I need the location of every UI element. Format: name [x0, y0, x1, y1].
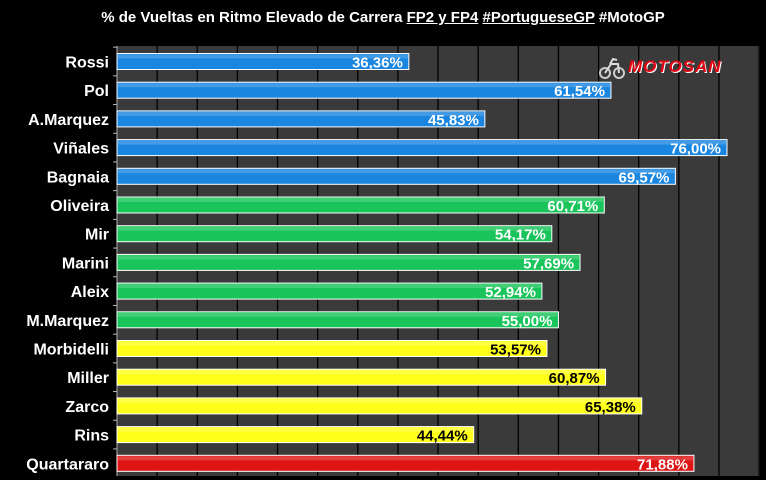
- bar-highlight: [118, 83, 610, 88]
- title-hashtag-series: #MotoGP: [598, 9, 665, 26]
- bar-highlight: [118, 54, 408, 59]
- bar: [116, 53, 410, 70]
- data-label: 60,71%: [547, 198, 598, 215]
- bar: [116, 81, 612, 99]
- bar-highlight: [118, 111, 484, 116]
- category-label: Viñales: [53, 141, 109, 158]
- logo-text: MOTOSAN: [628, 57, 722, 76]
- bar-highlight: [118, 312, 558, 317]
- category-label: Aleix: [71, 284, 109, 301]
- data-label: 54,17%: [495, 227, 546, 244]
- bar: [116, 340, 548, 357]
- data-label: 76,00%: [670, 141, 721, 158]
- data-label: 53,57%: [490, 342, 541, 359]
- data-label: 71,88%: [637, 456, 688, 473]
- data-label: 61,54%: [554, 83, 605, 100]
- bar: [116, 253, 581, 271]
- chart-title: % de Vueltas en Ritmo Elevado de Carrera…: [0, 9, 766, 26]
- data-label: 65,38%: [585, 399, 636, 416]
- data-label: 57,69%: [523, 255, 574, 272]
- category-label: Rossi: [65, 55, 109, 72]
- category-label: Bagnaia: [47, 169, 109, 186]
- bar: [116, 311, 559, 329]
- category-label: Rins: [74, 428, 109, 445]
- bar: [116, 196, 605, 214]
- category-label: Mir: [85, 227, 109, 244]
- bar-highlight: [118, 398, 641, 403]
- motosan-logo: MOTOSAN: [598, 54, 748, 80]
- bar: [116, 397, 643, 415]
- bar: [116, 426, 475, 444]
- bar-highlight: [118, 427, 473, 432]
- bar-highlight: [118, 255, 580, 260]
- bar-highlight: [118, 370, 605, 375]
- bar-highlight: [118, 198, 604, 202]
- category-label: A.Marquez: [28, 112, 109, 129]
- category-label: Marini: [62, 255, 109, 272]
- title-sessions: FP2 y FP4: [406, 9, 479, 26]
- category-label: Miller: [67, 370, 109, 387]
- category-label: Quartararo: [26, 456, 109, 473]
- bar-highlight: [118, 226, 551, 231]
- data-label: 55,00%: [502, 313, 553, 330]
- bar-highlight: [118, 140, 726, 145]
- motorbike-icon: [599, 57, 625, 79]
- data-label: 44,44%: [417, 428, 468, 445]
- bar-highlight: [118, 284, 541, 289]
- category-label: Zarco: [65, 399, 109, 416]
- data-label: 52,94%: [485, 284, 536, 301]
- bar: [116, 454, 695, 472]
- bar: [116, 282, 543, 300]
- bar-highlight: [118, 169, 675, 174]
- bar-highlight: [118, 456, 693, 461]
- data-label: 69,57%: [619, 169, 670, 186]
- bar-highlight: [118, 341, 546, 346]
- data-label: 36,36%: [352, 55, 403, 72]
- title-prefix: % de Vueltas en Ritmo Elevado de Carrera: [101, 9, 407, 26]
- data-label: 45,83%: [428, 112, 479, 129]
- bar: [116, 225, 553, 243]
- data-label: 60,87%: [549, 370, 600, 387]
- bar: [116, 368, 607, 386]
- title-hashtag-gp: #PortugueseGP: [482, 9, 595, 26]
- bar: [116, 167, 676, 185]
- bar: [116, 110, 486, 128]
- category-label: Morbidelli: [33, 342, 109, 359]
- category-label: M.Marquez: [26, 313, 109, 330]
- category-label: Pol: [84, 83, 109, 100]
- category-label: Oliveira: [50, 198, 109, 215]
- bar: [116, 139, 728, 157]
